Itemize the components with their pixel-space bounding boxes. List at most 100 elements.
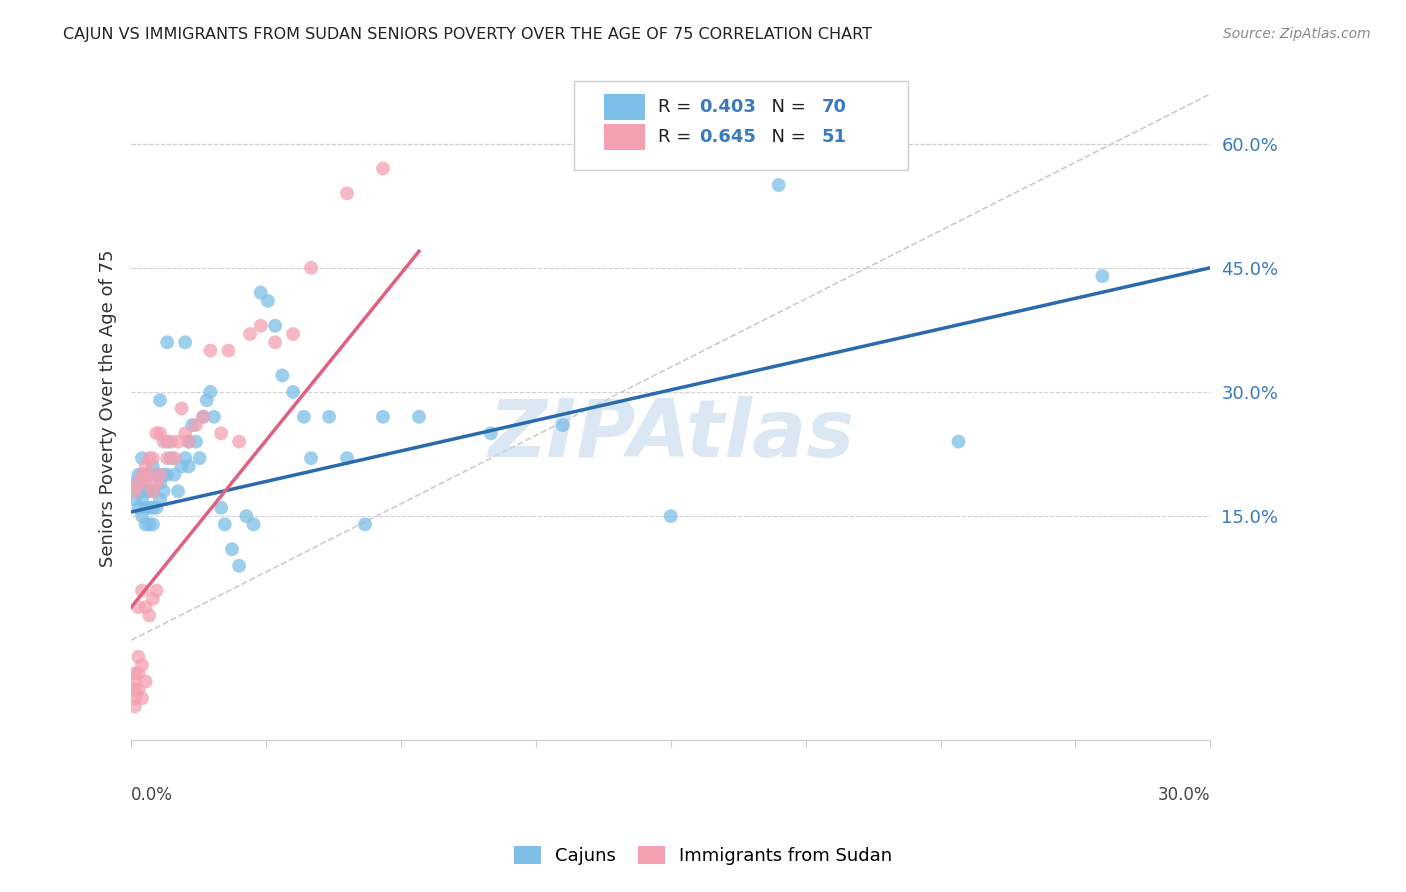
Point <box>135 459 157 474</box>
Text: R =: R = <box>658 98 697 116</box>
Point <box>249 318 271 333</box>
Point <box>181 418 204 433</box>
Point <box>281 326 304 341</box>
Point <box>124 691 146 706</box>
Point <box>163 451 186 466</box>
Point <box>142 591 165 606</box>
Point <box>149 426 172 441</box>
Point <box>156 467 179 482</box>
FancyBboxPatch shape <box>603 124 645 150</box>
Point <box>131 451 153 466</box>
Y-axis label: Seniors Poverty Over the Age of 75: Seniors Poverty Over the Age of 75 <box>100 250 117 567</box>
Point <box>167 484 190 499</box>
Point <box>184 434 207 449</box>
Point <box>177 434 200 449</box>
Point <box>174 426 197 441</box>
Point <box>142 459 165 474</box>
Text: CAJUN VS IMMIGRANTS FROM SUDAN SENIORS POVERTY OVER THE AGE OF 75 CORRELATION CH: CAJUN VS IMMIGRANTS FROM SUDAN SENIORS P… <box>63 27 872 42</box>
Point <box>138 500 160 515</box>
Point <box>127 649 149 664</box>
Point <box>318 409 340 424</box>
Point <box>214 517 236 532</box>
Point <box>131 467 153 482</box>
Point <box>371 161 394 176</box>
Point <box>170 401 193 416</box>
Point <box>131 492 153 507</box>
Point <box>138 467 160 482</box>
Point <box>193 409 215 424</box>
Point <box>149 393 172 408</box>
Point <box>142 484 165 499</box>
Point <box>195 393 218 408</box>
Point <box>239 326 262 341</box>
Point <box>188 451 211 466</box>
Point <box>271 368 294 383</box>
Point <box>142 517 165 532</box>
Point <box>124 682 146 697</box>
Text: 0.403: 0.403 <box>699 98 755 116</box>
Point <box>156 434 179 449</box>
Point <box>145 467 167 482</box>
Point <box>152 467 174 482</box>
Point <box>135 600 157 615</box>
Text: 0.0%: 0.0% <box>131 786 173 804</box>
Point <box>264 318 287 333</box>
Point <box>174 451 197 466</box>
Point <box>127 600 149 615</box>
Point <box>152 434 174 449</box>
Point <box>200 384 222 399</box>
Point <box>249 285 271 300</box>
Point <box>138 484 160 499</box>
Point <box>336 451 359 466</box>
Point <box>149 475 172 490</box>
Point <box>135 484 157 499</box>
Point <box>138 517 160 532</box>
Point <box>292 409 315 424</box>
Legend: Cajuns, Immigrants from Sudan: Cajuns, Immigrants from Sudan <box>506 838 900 872</box>
Point <box>124 484 146 499</box>
Point <box>264 335 287 350</box>
Point <box>124 492 146 507</box>
Point <box>228 434 250 449</box>
Point <box>127 682 149 697</box>
Text: 30.0%: 30.0% <box>1157 786 1211 804</box>
Point <box>127 467 149 482</box>
Point <box>174 335 197 350</box>
Point <box>124 666 146 681</box>
Point <box>177 459 200 474</box>
Point <box>127 484 149 499</box>
Point <box>135 517 157 532</box>
Point <box>209 500 232 515</box>
Point <box>768 178 790 192</box>
Point <box>299 451 322 466</box>
Point <box>135 500 157 515</box>
Point <box>127 500 149 515</box>
Text: ZIPAtlas: ZIPAtlas <box>488 396 853 474</box>
Point <box>202 409 225 424</box>
Point <box>299 260 322 275</box>
Point <box>145 426 167 441</box>
Point <box>242 517 264 532</box>
Point <box>131 691 153 706</box>
Point <box>163 467 186 482</box>
Point <box>281 384 304 399</box>
Point <box>131 583 153 598</box>
Point <box>145 500 167 515</box>
Point <box>479 426 502 441</box>
Point <box>124 475 146 490</box>
Point <box>167 434 190 449</box>
Point <box>138 608 160 623</box>
Point <box>145 583 167 598</box>
Point <box>257 293 280 308</box>
Point <box>131 467 153 482</box>
Text: Source: ZipAtlas.com: Source: ZipAtlas.com <box>1223 27 1371 41</box>
Point <box>124 699 146 714</box>
Point <box>127 666 149 681</box>
Point <box>235 509 257 524</box>
Point <box>659 509 682 524</box>
Point <box>948 434 970 449</box>
Point <box>156 335 179 350</box>
Text: 0.645: 0.645 <box>699 128 755 146</box>
Point <box>142 451 165 466</box>
Point <box>177 434 200 449</box>
